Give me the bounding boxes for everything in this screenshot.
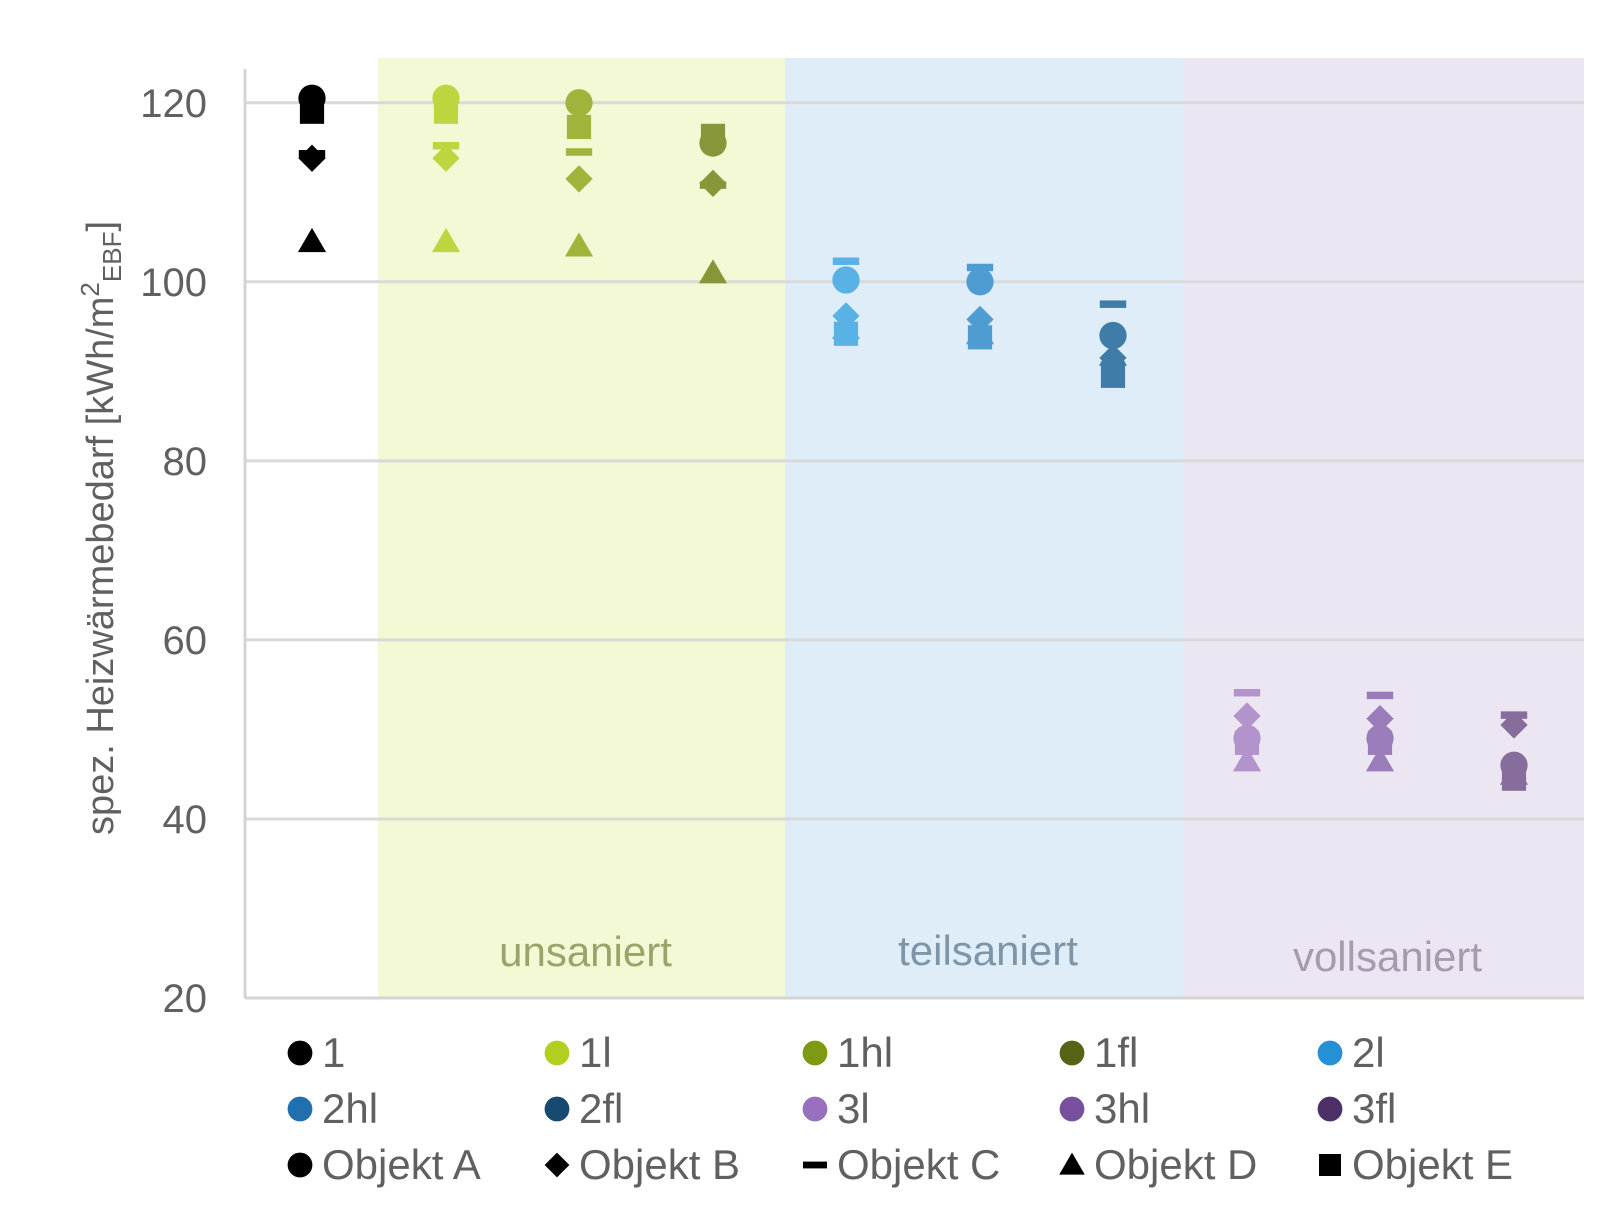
legend-label: Objekt D [1094,1141,1257,1188]
legend-label: 2fl [579,1085,623,1132]
y-tick-label: 40 [163,798,208,842]
data-point-2fl-objekt-c [1099,300,1127,308]
data-point-3l-objekt-b [1233,702,1261,730]
legend-label: 3l [837,1085,870,1132]
y-tick-label: 100 [140,261,207,305]
y-axis-label: spez. Heizwärmebedarf [kWh/m2EBF] [75,221,127,835]
legend-marker-objekt-b [544,1152,570,1178]
region-label-vollsaniert: vollsaniert [1293,933,1482,980]
region-label-unsaniert: unsaniert [499,928,672,975]
data-point-3l-objekt-c [1233,688,1261,697]
data-point-3fl-objekt-b [1500,711,1528,739]
y-tick-label: 80 [163,440,208,484]
legend-label: Objekt C [837,1141,1000,1188]
legend-label: 1fl [1094,1029,1138,1076]
legend-label: 2hl [322,1085,378,1132]
data-point-1l-objekt-e [433,99,459,124]
data-point-2hl-objekt-a [966,268,994,296]
legend-label: 3fl [1352,1085,1396,1132]
legend-marker-objekt-d [1059,1152,1085,1175]
data-point-1hl-objekt-d [564,232,594,257]
legend-marker-3l [802,1096,828,1122]
data-point-1-objekt-e [299,99,325,124]
region-label-teilsaniert: teilsaniert [898,927,1078,974]
legend-label: Objekt E [1352,1141,1513,1188]
data-point-1-objekt-d [297,227,327,253]
data-point-1l-objekt-d [431,227,461,253]
data-point-2l-objekt-a [832,266,860,294]
legend-label: Objekt A [322,1141,481,1188]
data-point-2l-objekt-e [833,321,859,346]
data-point-2l-objekt-c [832,257,860,265]
legend-marker-1hl [802,1040,828,1066]
y-tick-label: 120 [140,82,207,126]
legend-marker-2l [1317,1040,1343,1066]
data-point-1-objekt-c [298,150,326,158]
legend-label: 1l [579,1029,612,1076]
data-point-2hl-objekt-c [966,263,994,272]
legend-label: 2l [1352,1029,1385,1076]
data-point-3hl-objekt-c [1366,691,1394,700]
data-point-1fl-objekt-e [700,123,726,148]
legend-label: 1hl [837,1029,893,1076]
y-tick-label: 20 [163,977,208,1021]
data-point-3l-objekt-e [1234,730,1260,755]
data-point-1fl-objekt-c [699,181,727,189]
legend-label: 3hl [1094,1085,1150,1132]
region-teilsaniert [785,58,1183,998]
data-point-3hl-objekt-e [1367,730,1393,755]
legend-marker-3fl [1317,1096,1343,1122]
data-point-3fl-objekt-c [1500,711,1528,719]
data-point-3hl-objekt-b [1366,705,1394,733]
data-point-1hl-objekt-c [565,148,593,156]
data-point-1l-objekt-b [432,144,460,172]
legend-marker-objekt-e [1319,1154,1341,1176]
data-point-1hl-objekt-b [565,165,593,193]
data-point-3fl-objekt-e [1501,766,1527,791]
legend-marker-1l [544,1040,570,1066]
data-point-3l-objekt-d [1232,747,1262,772]
legend-label: Objekt B [579,1141,740,1188]
data-point-1l-objekt-c [432,141,460,150]
y-tick-label: 60 [163,619,208,663]
data-point-2fl-objekt-e [1100,363,1126,388]
region-vollsaniert [1183,58,1584,998]
legend-label: 1 [322,1029,345,1076]
legend-marker-objekt-a [287,1152,313,1178]
legend-marker-2fl [544,1096,570,1122]
data-point-1fl-objekt-d [698,259,728,284]
region-unsaniert [378,58,785,998]
data-point-2hl-objekt-e [967,325,993,350]
data-point-1hl-objekt-a [565,89,593,117]
legend-marker-3hl [1059,1096,1085,1122]
data-point-2fl-objekt-a [1099,321,1127,350]
legend-marker-objekt-c [803,1161,827,1169]
data-point-1hl-objekt-e [566,114,592,140]
legend-marker-1fl [1059,1040,1085,1066]
data-point-3hl-objekt-d [1365,747,1395,772]
data-point-1-objekt-b [298,144,326,172]
legend-marker-1 [287,1040,313,1066]
legend-marker-2hl [287,1096,313,1122]
data-point-2fl-objekt-d [1098,341,1128,366]
